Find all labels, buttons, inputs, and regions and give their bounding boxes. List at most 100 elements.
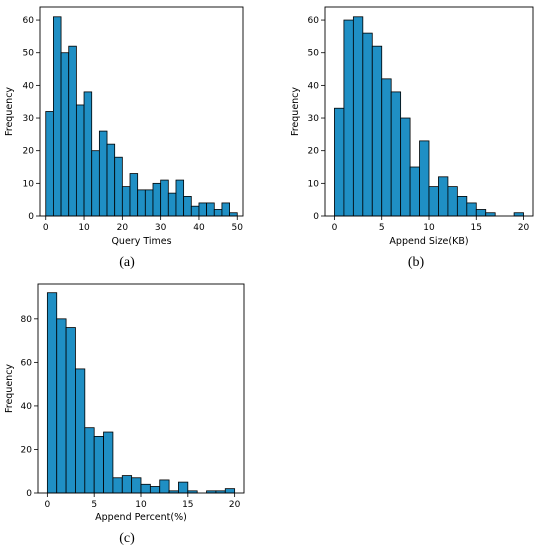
y-tick-label: 10: [308, 179, 320, 189]
y-tick-label: 50: [23, 49, 35, 59]
histogram-bar: [456, 196, 468, 217]
histogram-bar: [198, 202, 208, 217]
x-tick-label: 20: [518, 223, 530, 233]
histogram-bar: [381, 78, 392, 217]
x-tick-label: 0: [332, 223, 338, 233]
x-tick-label: 15: [471, 223, 482, 233]
x-tick-label: 40: [193, 223, 205, 233]
x-tick-label: 15: [182, 500, 193, 510]
histogram-bar: [152, 182, 162, 217]
histogram-bar: [121, 186, 131, 217]
histogram-bar: [178, 481, 189, 494]
y-tick-label: 20: [23, 147, 35, 157]
histogram-bar: [409, 166, 420, 217]
x-tick-label: 5: [379, 223, 385, 233]
plot-frame: [39, 6, 244, 217]
histogram-bar: [53, 16, 62, 217]
histogram-bar: [60, 52, 70, 217]
histogram-bar: [112, 477, 123, 494]
x-tick-label: 50: [232, 223, 244, 233]
histogram-bar: [91, 150, 100, 217]
histogram-bar: [121, 475, 133, 494]
histogram-bar: [149, 486, 161, 494]
x-axis-label: Append Size(KB): [389, 236, 468, 247]
histogram-bar: [131, 477, 142, 494]
y-tick-label: 80: [21, 315, 33, 325]
y-tick-label: 0: [26, 489, 32, 499]
histogram-bar: [129, 173, 139, 217]
y-tick-label: 40: [21, 402, 33, 412]
histogram-bar: [160, 179, 169, 217]
histogram-bar: [98, 130, 108, 217]
histogram-bar: [45, 111, 54, 217]
histogram-bar: [362, 32, 373, 217]
histogram-bar: [229, 212, 238, 217]
histogram-bar: [56, 318, 67, 494]
y-tick-label: 60: [23, 16, 35, 26]
histogram-bar: [213, 209, 223, 217]
y-tick-label: 10: [23, 179, 35, 189]
x-tick-label: 10: [423, 223, 435, 233]
histogram-append-size: 0 5 10 15 20 0 10 20 30 40 50 60 Append Size(KB) Freq…: [290, 6, 534, 270]
histogram-bar: [190, 205, 200, 217]
panel-caption: (c): [119, 531, 135, 546]
histogram-bar: [400, 117, 411, 217]
x-tick-label: 0: [44, 500, 50, 510]
panel-caption: (b): [408, 255, 425, 270]
histogram-bar: [167, 192, 177, 217]
histogram-bar: [419, 140, 430, 217]
histogram-bar: [75, 104, 85, 217]
panel-caption: (a): [119, 255, 135, 270]
histogram-bar: [84, 427, 95, 494]
x-tick-label: 10: [135, 500, 147, 510]
histogram-bar: [475, 209, 487, 217]
histogram-query-times: 0 10 20 30 40 50 0 10 20 30 40 50 60 Query Times Frequ…: [4, 6, 244, 270]
histogram-bar: [221, 202, 230, 217]
histogram-bar: [466, 202, 477, 217]
y-tick-label: 20: [21, 445, 33, 455]
histogram-bar: [65, 327, 76, 494]
histogram-bar: [144, 189, 154, 217]
histogram-bar: [46, 292, 58, 494]
x-tick-label: 0: [43, 223, 49, 233]
histogram-bar: [334, 107, 345, 217]
y-tick-label: 40: [23, 81, 35, 91]
y-axis-label: Frequency: [4, 87, 15, 136]
histogram-bar: [93, 435, 104, 494]
x-tick-label: 30: [155, 223, 167, 233]
histogram-bar: [83, 91, 93, 217]
y-tick-label: 50: [308, 49, 320, 59]
histogram-bar: [447, 186, 458, 217]
y-tick-label: 60: [21, 358, 33, 368]
histogram-bar: [513, 212, 524, 217]
histogram-bar: [371, 45, 383, 217]
y-tick-label: 0: [28, 212, 34, 222]
histogram-bar: [140, 483, 151, 494]
y-axis-label: Frequency: [290, 87, 301, 136]
x-tick-label: 10: [78, 223, 90, 233]
histogram-bar: [75, 368, 86, 494]
histogram-bar: [183, 196, 192, 217]
histogram-bar: [106, 143, 116, 217]
y-tick-label: 30: [308, 114, 320, 124]
histogram-bar: [68, 45, 77, 217]
y-tick-label: 20: [308, 147, 320, 157]
x-tick-label: 5: [91, 500, 97, 510]
x-axis-label: Append Percent(%): [95, 512, 187, 523]
histogram-bar: [438, 176, 449, 217]
histogram-bar: [343, 19, 354, 217]
y-tick-label: 30: [23, 114, 35, 124]
x-tick-label: 20: [229, 500, 241, 510]
histogram-bar: [206, 202, 215, 217]
histogram-bar: [390, 91, 402, 217]
histogram-bar: [114, 156, 123, 217]
x-tick-label: 20: [117, 223, 129, 233]
histogram-bar: [485, 212, 496, 217]
y-tick-label: 60: [308, 16, 320, 26]
histogram-append-percent: 0 5 10 15 20 0 20 40 60 80 Append Percent(%) Freque…: [4, 283, 245, 546]
histogram-bar: [159, 479, 170, 494]
y-tick-label: 40: [308, 81, 320, 91]
histogram-bar: [428, 186, 439, 217]
x-axis-label: Query Times: [111, 236, 171, 247]
